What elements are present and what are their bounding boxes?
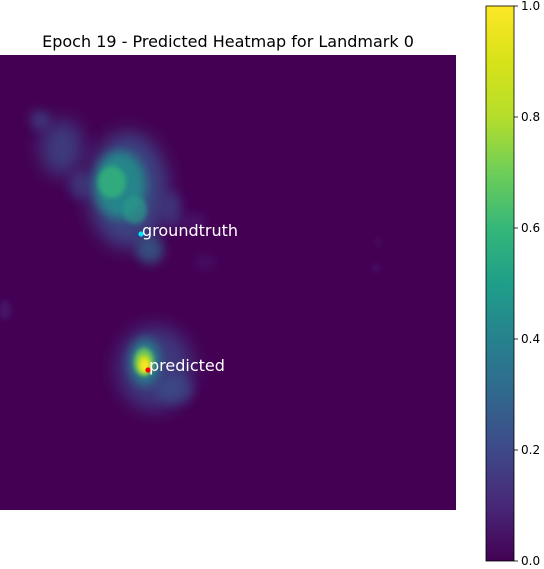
colorbar-tick-label: 0.4 — [521, 332, 540, 346]
groundtruth-marker — [138, 231, 144, 237]
heatmap-blob-upper — [0, 110, 381, 320]
colorbar-tick-label: 0.6 — [521, 221, 540, 235]
heatmap-image: groundtruth predicted — [0, 55, 456, 510]
colorbar-tick-label: 0.0 — [521, 554, 540, 568]
colorbar-tick-label: 0.2 — [521, 443, 540, 457]
predicted-label: predicted — [149, 356, 225, 375]
colorbar-tick-label: 0.8 — [521, 110, 540, 124]
heatmap-blob-lower — [117, 326, 193, 410]
colorbar: 0.0 0.2 0.4 0.6 0.8 1.0 — [485, 0, 540, 568]
chart-title: Epoch 19 - Predicted Heatmap for Landmar… — [42, 32, 414, 51]
colorbar-tick-label: 1.0 — [521, 0, 540, 13]
groundtruth-label: groundtruth — [142, 221, 238, 240]
colorbar-gradient — [485, 5, 515, 562]
predicted-marker — [145, 367, 151, 373]
colorbar-ticks: 0.0 0.2 0.4 0.6 0.8 1.0 — [514, 0, 540, 568]
